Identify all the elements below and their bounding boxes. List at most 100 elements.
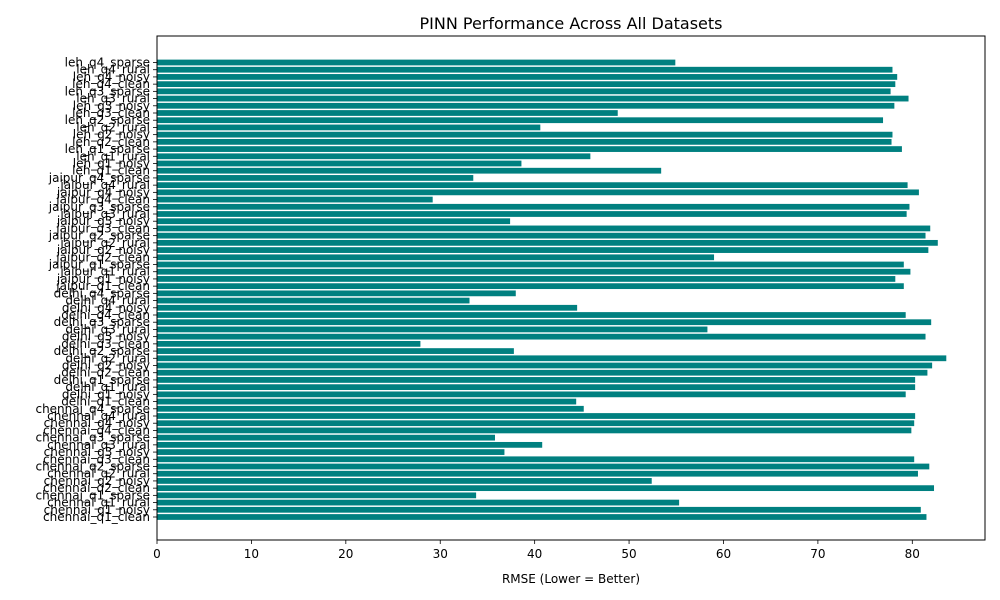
bar-leh-q3-clean <box>157 110 618 116</box>
y-tick-label: jaipur_q4_rural <box>59 178 150 192</box>
y-tick-label: jaipur_q1_rural <box>59 265 150 279</box>
y-tick-label: jaipur_q1_sparse <box>48 258 150 272</box>
bar-delhi-q3-noisy <box>157 333 926 340</box>
y-tick-label: leh_q4_clean <box>72 77 150 91</box>
y-tick-label: delhi_q2_clean <box>61 366 150 380</box>
bar-jaipur-q2-rural <box>157 239 938 246</box>
bar-jaipur-q2-sparse <box>157 232 926 239</box>
y-tick-label: chennai_q2_sparse <box>35 460 150 474</box>
y-tick-label: jaipur_q4_sparse <box>48 171 150 185</box>
y-tick-label: delhi_q4_rural <box>65 294 150 308</box>
x-tick-label: 60 <box>716 547 731 561</box>
bar-leh-q2-clean <box>157 138 892 145</box>
bar-jaipur-q4-noisy <box>157 189 919 196</box>
x-tick-labels: 0 10 20 30 40 50 60 70 80 <box>153 540 920 561</box>
bar-delhi-q4-noisy <box>157 304 578 311</box>
y-tick-label: delhi_q3_noisy <box>62 330 150 344</box>
bar-jaipur-q1-sparse <box>157 261 904 268</box>
y-tick-label: leh_q2_sparse <box>65 113 150 127</box>
y-tick-label: delhi_q2_sparse <box>54 344 150 358</box>
y-tick-label: chennai_q1_clean <box>43 510 150 524</box>
y-tick-label: leh_q3_rural <box>76 92 150 106</box>
bar-delhi-q3-clean <box>157 340 421 347</box>
x-tick-label: 30 <box>433 547 448 561</box>
y-tick-label: delhi_q2_rural <box>65 351 150 365</box>
bar-leh-q4-sparse <box>157 59 676 66</box>
bar-delhi-q1-rural <box>157 384 916 391</box>
bar-chennai-q2-rural <box>157 470 918 477</box>
bar-jaipur-q2-clean <box>157 254 715 261</box>
bar-leh-q2-rural <box>157 124 541 131</box>
y-tick-label: delhi_q1_clean <box>61 395 150 409</box>
bar-chennai-q4-noisy <box>157 420 915 427</box>
y-tick-label: jaipur_q4_clean <box>55 193 150 207</box>
y-tick-label: jaipur_q3_rural <box>59 207 150 221</box>
bar-leh-q2-noisy <box>157 131 893 138</box>
y-tick-label: delhi_q1_rural <box>65 380 150 394</box>
x-tick-label: 0 <box>153 547 161 561</box>
bar-chennai-q1-sparse <box>157 492 477 499</box>
y-tick-label: delhi_q4_sparse <box>54 286 150 300</box>
y-tick-label: chennai_q3_sparse <box>35 431 150 445</box>
y-tick-label: chennai_q3_clean <box>43 452 150 466</box>
y-tick-label: jaipur_q1_clean <box>55 279 150 293</box>
y-tick-label: jaipur_q4_noisy <box>56 185 150 199</box>
bar-chennai-q2-clean <box>157 485 935 492</box>
bar-leh-q1-clean <box>157 167 662 174</box>
x-tick-label: 80 <box>905 547 920 561</box>
x-tick-label: 20 <box>338 547 353 561</box>
bar-chennai-q1-noisy <box>157 506 921 513</box>
bar-leh-q1-noisy <box>157 160 522 167</box>
bar-chennai-q3-clean <box>157 456 915 463</box>
y-tick-label: chennai_q2_noisy <box>44 474 150 488</box>
bar-jaipur-q1-clean <box>157 283 904 290</box>
bar-jaipur-q4-sparse <box>157 175 474 181</box>
bar-delhi-q4-rural <box>157 297 470 304</box>
bar-chennai-q2-noisy <box>157 478 652 484</box>
y-tick-label: leh_q2_noisy <box>73 128 150 142</box>
y-tick-label: delhi_q1_sparse <box>54 373 150 387</box>
y-tick-label: leh_q3_noisy <box>73 99 150 113</box>
bar-delhi-q2-noisy <box>157 362 933 369</box>
bar-leh-q3-noisy <box>157 102 895 109</box>
bar-leh-q4-rural <box>157 66 893 73</box>
y-tick-label: jaipur_q2_clean <box>55 250 150 264</box>
y-tick-label: delhi_q3_clean <box>61 337 150 351</box>
bar-chennai-q3-noisy <box>157 449 505 455</box>
y-tick-label: chennai_q1_rural <box>47 496 150 510</box>
bar-leh-q3-rural <box>157 95 909 102</box>
y-tick-label: leh_q1_clean <box>72 164 150 178</box>
y-tick-label: delhi_q3_sparse <box>54 315 150 329</box>
bar-delhi-q3-rural <box>157 326 708 333</box>
y-tick-label: chennai_q2_rural <box>47 467 150 481</box>
y-tick-label: chennai_q2_clean <box>43 481 150 495</box>
y-tick-label: chennai_q1_sparse <box>35 488 150 502</box>
y-tick-label: jaipur_q2_sparse <box>48 229 150 243</box>
bar-jaipur-q1-noisy <box>157 276 896 282</box>
bars-group <box>157 59 947 520</box>
bar-leh-q1-sparse <box>157 146 902 152</box>
bar-chennai-q4-sparse <box>157 405 584 412</box>
y-tick-label: jaipur_q3_noisy <box>56 214 150 228</box>
bar-leh-q2-sparse <box>157 117 884 124</box>
bar-jaipur-q4-clean <box>157 196 433 203</box>
y-tick-label: leh_q4_sparse <box>65 56 150 70</box>
plot-frame <box>156 35 986 541</box>
y-tick-label: leh_q4_rural <box>76 63 150 77</box>
y-tick-labels: chennai_q1_cleanchennai_q1_noisychennai_… <box>35 56 157 524</box>
x-tick-label: 40 <box>527 547 542 561</box>
bar-delhi-q1-clean <box>157 398 577 405</box>
bar-chennai-q3-rural <box>157 441 543 448</box>
bar-chennai-q4-rural <box>157 413 916 419</box>
bar-delhi-q3-sparse <box>157 319 932 326</box>
bar-jaipur-q4-rural <box>157 182 908 189</box>
bar-leh-q4-noisy <box>157 74 898 80</box>
bar-delhi-q4-clean <box>157 312 906 318</box>
y-tick-label: chennai_q4_sparse <box>35 402 150 416</box>
y-tick-label: chennai_q4_noisy <box>44 416 150 430</box>
y-tick-label: jaipur_q3_sparse <box>48 200 150 214</box>
y-tick-label: leh_q4_noisy <box>73 70 150 84</box>
y-tick-label: leh_q3_clean <box>72 106 150 120</box>
bar-delhi-q1-sparse <box>157 377 916 383</box>
bar-delhi-q2-sparse <box>157 348 514 354</box>
